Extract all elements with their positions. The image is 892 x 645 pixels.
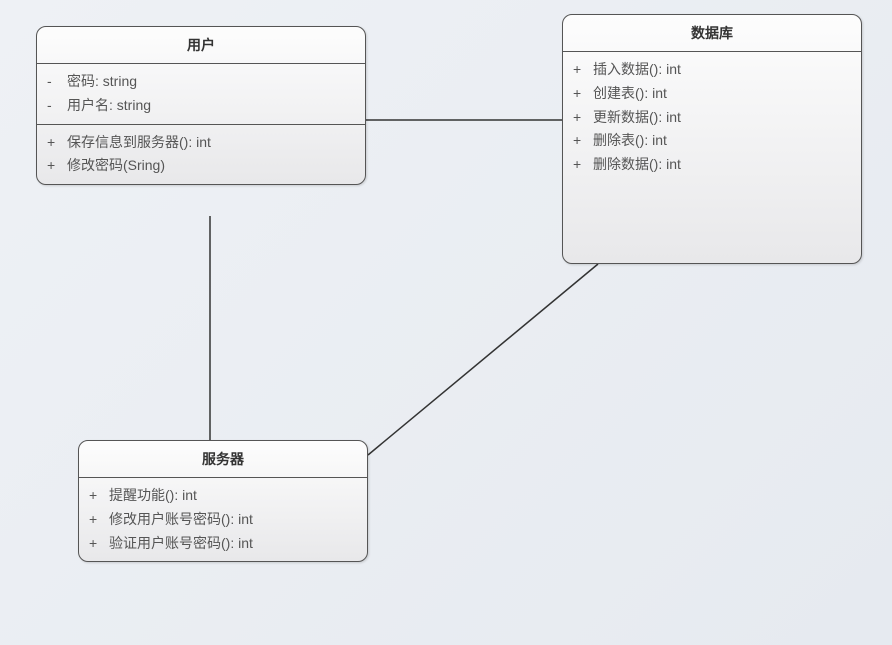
visibility: + [573,82,593,106]
method-row: + 验证用户账号密码(): int [89,532,357,556]
method-row: + 修改密码(Sring) [47,154,355,178]
visibility: + [573,153,593,177]
diagram-canvas: 用户 - 密码: string - 用户名: string + 保存信息到服务器… [0,0,892,645]
class-user: 用户 - 密码: string - 用户名: string + 保存信息到服务器… [36,26,366,185]
visibility: + [89,508,109,532]
method-text: 保存信息到服务器(): int [67,131,211,155]
method-text: 提醒功能(): int [109,484,197,508]
class-server-title: 服务器 [79,441,367,478]
class-server-methods: + 提醒功能(): int + 修改用户账号密码(): int + 验证用户账号… [79,478,367,561]
method-text: 修改用户账号密码(): int [109,508,253,532]
method-row: + 保存信息到服务器(): int [47,131,355,155]
method-text: 删除数据(): int [593,153,681,177]
attribute-row: - 用户名: string [47,94,355,118]
method-text: 插入数据(): int [593,58,681,82]
attribute-text: 密码: string [67,70,137,94]
method-text: 修改密码(Sring) [67,154,165,178]
class-server: 服务器 + 提醒功能(): int + 修改用户账号密码(): int + 验证… [78,440,368,562]
edge-server-database [368,264,598,455]
method-text: 创建表(): int [593,82,667,106]
method-row: + 插入数据(): int [573,58,851,82]
attribute-text: 用户名: string [67,94,151,118]
visibility: + [573,129,593,153]
method-row: + 删除数据(): int [573,153,851,177]
visibility: + [89,484,109,508]
method-row: + 提醒功能(): int [89,484,357,508]
visibility: + [573,106,593,130]
visibility: + [89,532,109,556]
class-database: 数据库 + 插入数据(): int + 创建表(): int + 更新数据():… [562,14,862,264]
class-user-title: 用户 [37,27,365,64]
visibility: - [47,94,67,118]
method-row: + 更新数据(): int [573,106,851,130]
method-text: 更新数据(): int [593,106,681,130]
visibility: + [573,58,593,82]
method-row: + 删除表(): int [573,129,851,153]
class-user-attributes: - 密码: string - 用户名: string [37,64,365,125]
method-row: + 创建表(): int [573,82,851,106]
visibility: - [47,70,67,94]
class-user-methods: + 保存信息到服务器(): int + 修改密码(Sring) [37,125,365,185]
method-text: 验证用户账号密码(): int [109,532,253,556]
attribute-row: - 密码: string [47,70,355,94]
class-database-title: 数据库 [563,15,861,52]
method-text: 删除表(): int [593,129,667,153]
method-row: + 修改用户账号密码(): int [89,508,357,532]
visibility: + [47,131,67,155]
class-database-methods: + 插入数据(): int + 创建表(): int + 更新数据(): int… [563,52,861,183]
visibility: + [47,154,67,178]
